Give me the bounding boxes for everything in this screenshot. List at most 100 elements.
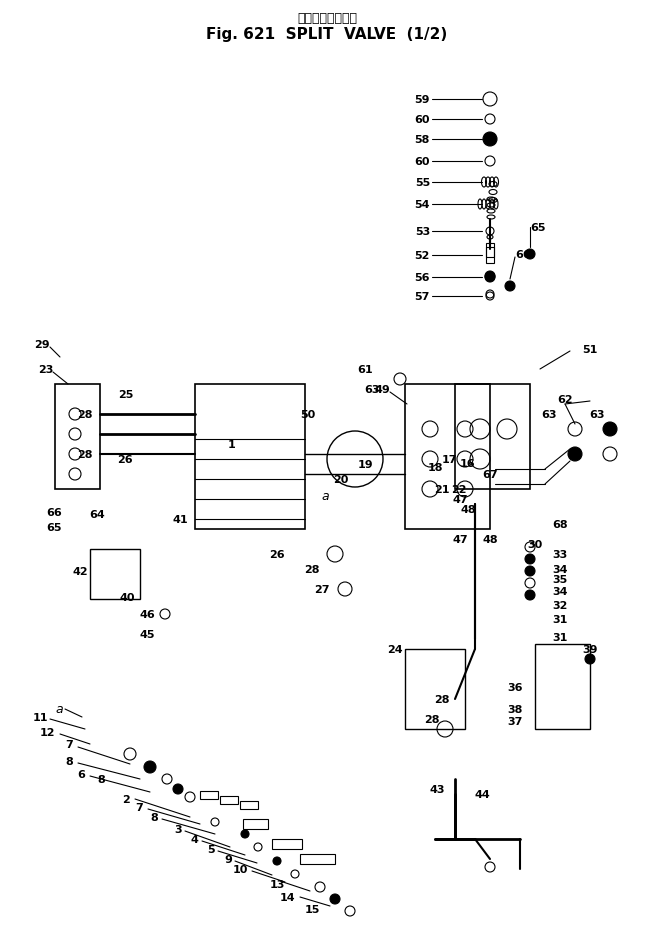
Text: 63: 63 [364, 385, 380, 394]
Text: 30: 30 [528, 540, 543, 549]
Circle shape [330, 894, 340, 904]
Text: 63: 63 [589, 409, 605, 420]
Circle shape [241, 830, 249, 838]
Text: 45: 45 [139, 629, 155, 640]
Circle shape [483, 133, 497, 147]
Text: 60: 60 [415, 157, 430, 167]
Text: 4: 4 [190, 834, 198, 844]
Text: 8: 8 [150, 812, 158, 823]
Text: 61: 61 [357, 365, 373, 374]
Text: 65: 65 [46, 523, 62, 532]
Text: 28: 28 [424, 714, 440, 724]
Text: a: a [321, 490, 329, 503]
Text: 13: 13 [269, 879, 285, 889]
Bar [486, 244, 494, 258]
Text: 12: 12 [39, 727, 55, 737]
Text: 62: 62 [557, 394, 573, 405]
Text: 58: 58 [415, 135, 430, 145]
Text: 40: 40 [120, 592, 135, 603]
Text: 6: 6 [77, 769, 85, 779]
Circle shape [505, 282, 515, 291]
Text: 56: 56 [415, 272, 430, 283]
Text: 65: 65 [530, 223, 545, 232]
Text: 31: 31 [553, 632, 568, 643]
Text: 31: 31 [553, 614, 568, 625]
Text: 23: 23 [38, 365, 53, 374]
Text: 53: 53 [415, 227, 430, 237]
Text: 1: 1 [227, 440, 235, 449]
Circle shape [525, 566, 535, 576]
Text: 68: 68 [553, 520, 568, 529]
Text: 27: 27 [315, 585, 330, 594]
Text: 18: 18 [428, 463, 443, 472]
Text: 41: 41 [173, 514, 188, 525]
Text: 16: 16 [459, 459, 475, 468]
Text: 15: 15 [305, 904, 320, 914]
Text: 9: 9 [224, 854, 232, 864]
Text: 37: 37 [508, 716, 523, 726]
Text: 35: 35 [553, 574, 568, 585]
Text: 20: 20 [333, 474, 348, 485]
Text: 38: 38 [508, 704, 523, 714]
Text: 29: 29 [35, 340, 50, 349]
Text: 36: 36 [508, 683, 523, 692]
Ellipse shape [487, 236, 493, 240]
Text: 22: 22 [451, 485, 467, 494]
Bar [486, 248, 494, 264]
Text: 47: 47 [453, 534, 468, 545]
Text: 34: 34 [553, 586, 568, 596]
Text: Fig. 621  SPLIT  VALVE  (1/2): Fig. 621 SPLIT VALVE (1/2) [207, 28, 447, 43]
Text: 21: 21 [434, 485, 450, 494]
Text: 60: 60 [415, 115, 430, 125]
Circle shape [568, 447, 582, 462]
Text: 10: 10 [233, 864, 248, 874]
Text: 2: 2 [122, 794, 130, 804]
Text: 28: 28 [78, 449, 93, 460]
Text: 39: 39 [583, 645, 598, 654]
Circle shape [173, 784, 183, 794]
Text: 43: 43 [430, 784, 445, 794]
Text: 17: 17 [441, 454, 457, 465]
Text: 26: 26 [117, 454, 133, 465]
Circle shape [525, 590, 535, 601]
Text: a: a [55, 703, 63, 716]
Text: 57: 57 [415, 291, 430, 302]
Text: 7: 7 [65, 739, 73, 749]
Text: 14: 14 [279, 892, 295, 902]
Circle shape [525, 554, 535, 565]
Text: 24: 24 [387, 645, 403, 654]
Text: 8: 8 [65, 756, 73, 766]
Text: 47: 47 [453, 494, 468, 505]
Text: 11: 11 [33, 712, 48, 723]
Text: 66: 66 [515, 249, 531, 260]
Text: 25: 25 [118, 389, 133, 400]
Text: 34: 34 [553, 565, 568, 574]
Text: 55: 55 [415, 178, 430, 188]
Text: 66: 66 [46, 507, 62, 518]
Text: 32: 32 [553, 601, 568, 610]
Circle shape [485, 271, 495, 282]
Circle shape [525, 249, 535, 260]
Circle shape [485, 272, 495, 283]
Text: スプリットバルブ: スプリットバルブ [297, 11, 357, 25]
Text: 63: 63 [542, 409, 557, 420]
Text: 28: 28 [434, 694, 450, 704]
Text: 28: 28 [305, 565, 320, 574]
Text: 3: 3 [175, 824, 182, 834]
Text: 52: 52 [415, 250, 430, 261]
Text: 33: 33 [553, 549, 568, 560]
Text: 5: 5 [207, 844, 215, 854]
Text: 8: 8 [97, 774, 105, 784]
Text: 48: 48 [460, 505, 476, 514]
Text: 50: 50 [300, 409, 315, 420]
Circle shape [585, 654, 595, 664]
Text: 42: 42 [73, 566, 88, 576]
Text: 26: 26 [269, 549, 285, 560]
Circle shape [603, 423, 617, 437]
Text: 7: 7 [135, 803, 143, 812]
Text: 44: 44 [474, 789, 490, 799]
Text: 54: 54 [415, 200, 430, 209]
Text: 19: 19 [357, 460, 373, 469]
Text: 28: 28 [78, 409, 93, 420]
Circle shape [144, 762, 156, 773]
